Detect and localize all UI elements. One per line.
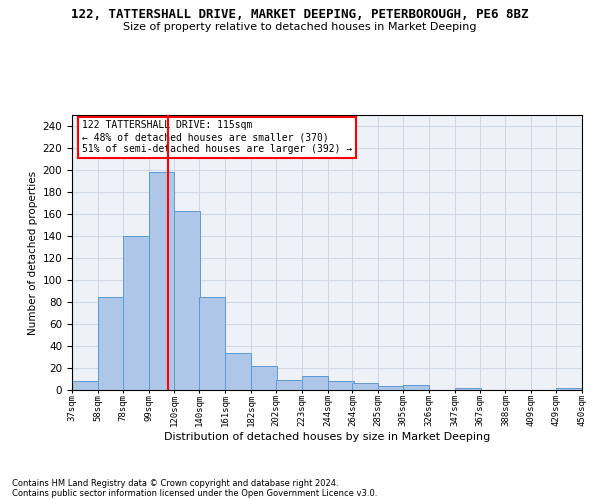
Bar <box>556 388 582 390</box>
Text: Contains HM Land Registry data © Crown copyright and database right 2024.: Contains HM Land Registry data © Crown c… <box>12 478 338 488</box>
Y-axis label: Number of detached properties: Number of detached properties <box>28 170 38 334</box>
Bar <box>378 386 404 390</box>
Bar <box>225 352 251 390</box>
Text: Size of property relative to detached houses in Market Deeping: Size of property relative to detached ho… <box>123 22 477 32</box>
Bar <box>251 366 277 390</box>
Bar <box>276 380 302 390</box>
Bar <box>352 384 378 390</box>
Bar <box>403 384 429 390</box>
Bar <box>328 381 353 390</box>
Bar <box>98 296 124 390</box>
Text: Contains public sector information licensed under the Open Government Licence v3: Contains public sector information licen… <box>12 488 377 498</box>
Text: 122, TATTERSHALL DRIVE, MARKET DEEPING, PETERBOROUGH, PE6 8BZ: 122, TATTERSHALL DRIVE, MARKET DEEPING, … <box>71 8 529 20</box>
Bar <box>122 236 149 390</box>
X-axis label: Distribution of detached houses by size in Market Deeping: Distribution of detached houses by size … <box>164 432 490 442</box>
Text: 122 TATTERSHALL DRIVE: 115sqm
← 48% of detached houses are smaller (370)
51% of : 122 TATTERSHALL DRIVE: 115sqm ← 48% of d… <box>82 120 352 154</box>
Bar <box>72 381 98 390</box>
Bar <box>302 376 328 390</box>
Bar <box>199 296 225 390</box>
Bar <box>175 210 200 390</box>
Bar <box>455 388 481 390</box>
Bar <box>149 172 175 390</box>
